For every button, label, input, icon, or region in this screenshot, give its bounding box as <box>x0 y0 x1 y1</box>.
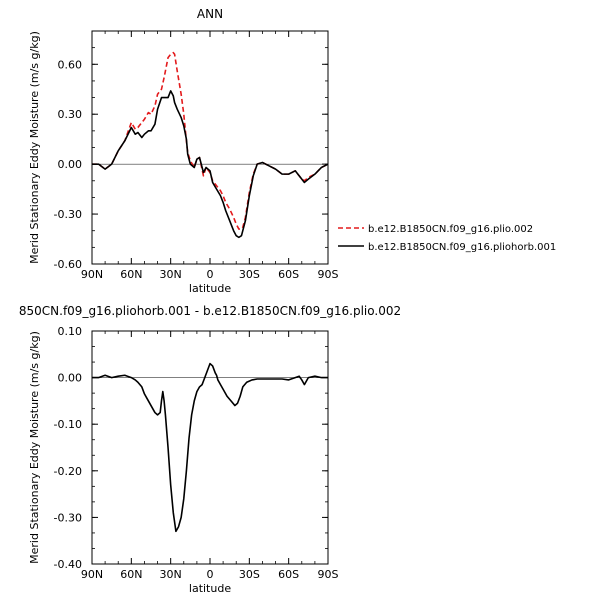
y-tick-label: 0.00 <box>58 372 83 385</box>
y-tick-label: 0.10 <box>58 325 83 338</box>
x-tick-label: 0 <box>207 568 214 581</box>
x-tick-label: 30S <box>239 568 260 581</box>
y-tick-label: -0.60 <box>54 258 82 271</box>
x-tick-label: 30N <box>160 268 182 281</box>
x-tick-label: 90N <box>81 268 103 281</box>
y-tick-label: -0.10 <box>54 418 82 431</box>
chart-panel-1: ANN 90N 60N 30N 0 30S 60S 90S -0.60 -0.30 0.00 0.30… <box>28 7 556 295</box>
legend-label-1: b.e12.B1850CN.f09_g16.plio.002 <box>368 224 533 235</box>
chart-title: 850CN.f09_g16.pliohorb.001 - b.e12.B1850… <box>19 304 401 318</box>
series-line-2 <box>92 90 329 239</box>
x-tick-label: 60S <box>278 268 299 281</box>
x-tick-label: 90S <box>318 568 339 581</box>
plot-frame <box>91 30 329 265</box>
plot-frame <box>91 330 329 565</box>
x-tick-label: 90S <box>318 268 339 281</box>
y-tick-label: 0.30 <box>58 108 83 121</box>
y-axis-label: Merid Stationary Eddy Moisture (m/s g/kg… <box>28 31 41 264</box>
x-tick-label: 30N <box>160 568 182 581</box>
y-tick-label: -0.30 <box>54 511 82 524</box>
legend: b.e12.B1850CN.f09_g16.plio.002 b.e12.B185… <box>338 224 556 253</box>
x-axis-label: latitude <box>189 582 231 595</box>
legend-label-2: b.e12.B1850CN.f09_g16.pliohorb.001 <box>368 242 556 253</box>
x-tick-label: 0 <box>207 268 214 281</box>
x-tick-label: 60N <box>120 268 142 281</box>
chart-panel-2: 850CN.f09_g16.pliohorb.001 - b.e12.B1850… <box>19 304 401 595</box>
y-tick-label: -0.20 <box>54 465 82 478</box>
series-line-1 <box>92 51 329 230</box>
x-tick-label: 60N <box>120 568 142 581</box>
y-tick-label: -0.30 <box>54 208 82 221</box>
y-tick-label: -0.40 <box>54 558 82 571</box>
y-tick-label: 0.60 <box>58 58 83 71</box>
y-tick-label: 0.00 <box>58 158 83 171</box>
x-tick-label: 30S <box>239 268 260 281</box>
series-line-1 <box>92 362 328 533</box>
x-tick-label: 60S <box>278 568 299 581</box>
x-tick-label: 90N <box>81 568 103 581</box>
chart-title: ANN <box>197 7 223 21</box>
x-axis-label: latitude <box>189 282 231 295</box>
y-axis-label: Merid Stationary Eddy Moisture (m/s g/kg… <box>28 331 41 564</box>
